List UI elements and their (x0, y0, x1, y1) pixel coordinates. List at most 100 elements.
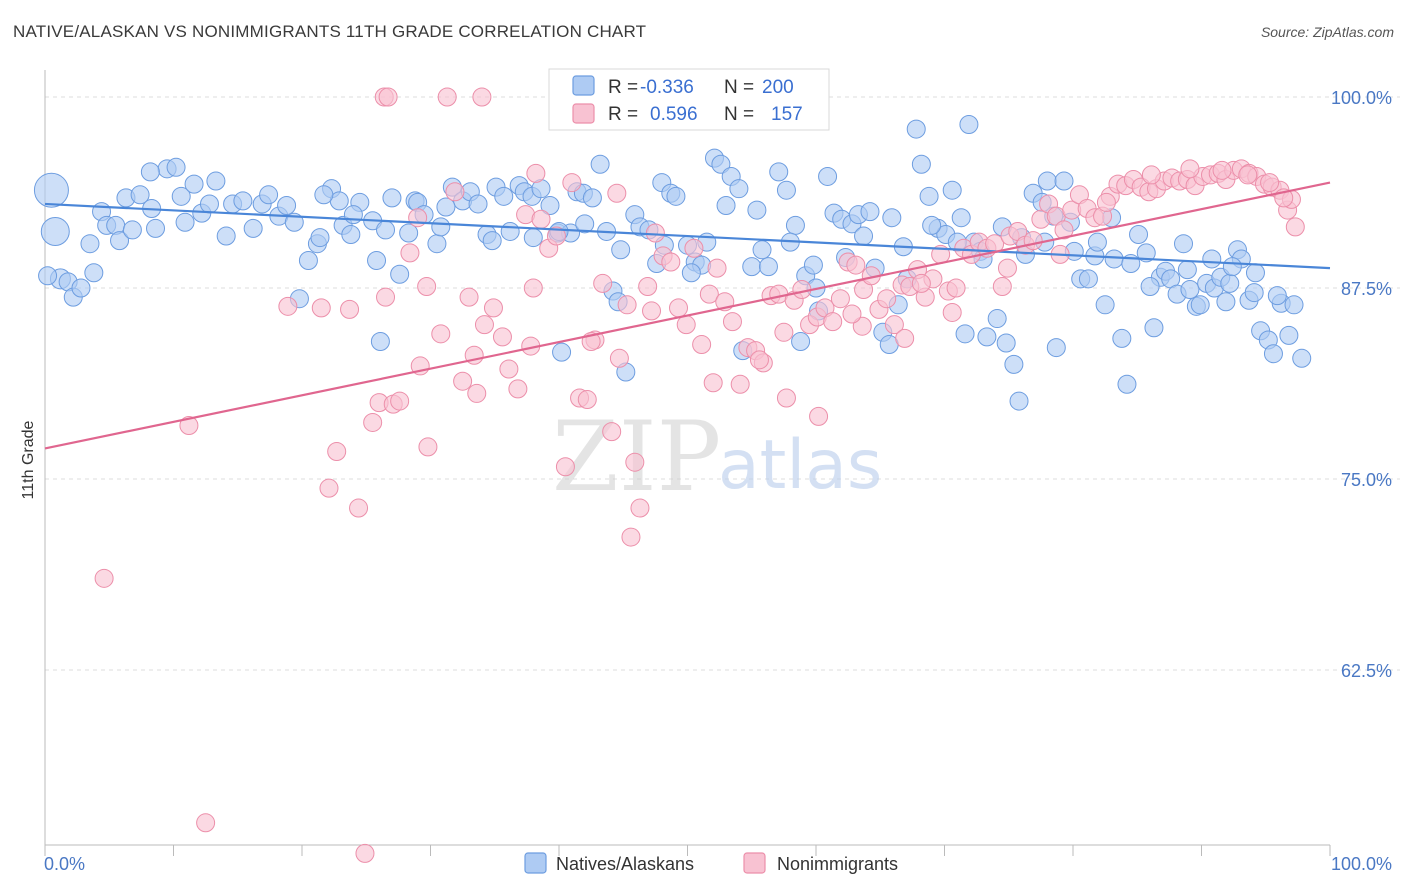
natives-point (243, 218, 263, 238)
nonimmigrants-point (911, 273, 931, 293)
nonimmigrants-point (946, 278, 966, 298)
nonimmigrants-point (499, 359, 519, 379)
natives-point (84, 263, 104, 283)
natives-point (71, 278, 91, 298)
y-tick-label-1: 75.0% (1341, 470, 1392, 490)
natives-point (140, 162, 160, 182)
nonimmigrants-point (474, 315, 494, 335)
bottom-legend-natives: Natives/Alaskans (556, 854, 694, 874)
natives-point (1004, 354, 1024, 374)
natives-point (1244, 283, 1264, 303)
nonimmigrants-point (349, 498, 369, 518)
legend-r-label-2: R = (608, 104, 638, 125)
natives-point (1279, 325, 1299, 345)
nonimmigrants-point (692, 335, 712, 355)
natives-point (742, 257, 762, 277)
nonimmigrants-point (327, 441, 347, 461)
nonimmigrants-points (94, 87, 1305, 863)
natives-point (1174, 234, 1194, 254)
legend-box (548, 68, 830, 131)
natives-point (80, 234, 100, 254)
natives-point (987, 309, 1007, 329)
nonimmigrants-point (390, 391, 410, 411)
natives-point (1140, 276, 1160, 296)
natives-point (367, 250, 387, 270)
bottom-legend-nonimmigrants: Nonimmigrants (777, 854, 898, 874)
nonimmigrants-point (453, 371, 473, 391)
natives-point (482, 231, 502, 251)
natives-point (1190, 295, 1210, 315)
natives-point (427, 234, 447, 254)
natives-point (376, 220, 396, 240)
natives-point (310, 228, 330, 248)
nonimmigrants-point (418, 437, 438, 457)
natives-point (314, 185, 334, 205)
natives-point (175, 212, 195, 232)
natives-point (666, 186, 686, 206)
nonimmigrants-point (523, 278, 543, 298)
natives-point (130, 185, 150, 205)
legend-n-nonimmigrants: 157 (771, 104, 803, 125)
nonimmigrants-point (1141, 165, 1161, 185)
natives-point (1292, 348, 1312, 368)
natives-point (906, 119, 926, 139)
nonimmigrants-point (607, 183, 627, 203)
natives-point (33, 172, 69, 208)
nonimmigrants-point (1212, 160, 1232, 180)
tick-labels: 62.5% 75.0% 87.5% 100.0% 0.0% 100.0% (44, 88, 1392, 874)
legend-swatch-nonimmigrants (572, 103, 595, 124)
natives-point (1202, 249, 1222, 269)
natives-point (747, 200, 767, 220)
natives-point (298, 250, 318, 270)
natives-point (959, 115, 979, 135)
natives-point (540, 195, 560, 215)
bottom-legend-swatch-natives (524, 852, 547, 874)
nonimmigrants-point (562, 173, 582, 193)
nonimmigrants-point (997, 258, 1017, 278)
nonimmigrants-point (630, 498, 650, 518)
y-tick-label-2: 87.5% (1341, 279, 1392, 299)
nonimmigrants-point (884, 315, 904, 335)
natives-point (854, 226, 874, 246)
natives-point (1046, 338, 1066, 358)
nonimmigrants-point (645, 223, 665, 243)
natives-point (436, 197, 456, 217)
natives-point (1177, 260, 1197, 280)
nonimmigrants-point (340, 299, 360, 319)
nonimmigrants-point (378, 87, 398, 107)
natives-point (818, 166, 838, 186)
nonimmigrants-point (472, 87, 492, 107)
natives-point (776, 180, 796, 200)
natives-point (803, 255, 823, 275)
natives-point (343, 205, 363, 225)
natives-point (284, 212, 304, 232)
nonimmigrants-point (809, 406, 829, 426)
natives-point (171, 186, 191, 206)
natives-point (122, 220, 142, 240)
natives-point (590, 154, 610, 174)
nonimmigrants-point (1260, 173, 1280, 193)
nonimmigrants-point (642, 301, 662, 321)
nonimmigrants-point (895, 328, 915, 348)
natives-point (341, 225, 361, 245)
legend-r-label: R = (608, 77, 638, 98)
nonimmigrants-point (699, 284, 719, 304)
natives-point (1216, 292, 1236, 312)
natives-point (494, 186, 514, 206)
nonimmigrants-point (774, 322, 794, 342)
nonimmigrants-point (508, 379, 528, 399)
natives-point (233, 191, 253, 211)
natives-point (752, 240, 772, 260)
natives-point (1117, 374, 1137, 394)
nonimmigrants-point (609, 348, 629, 368)
nonimmigrants-point (467, 383, 487, 403)
natives-point (769, 162, 789, 182)
natives-trend-line (44, 202, 1331, 270)
natives-point (996, 333, 1016, 353)
nonimmigrants-point (417, 276, 437, 296)
bottom-legend: Natives/Alaskans Nonimmigrants (524, 852, 898, 874)
nonimmigrants-point (676, 315, 696, 335)
natives-point (184, 174, 204, 194)
y-tick-label-0: 62.5% (1341, 661, 1392, 681)
natives-point (911, 154, 931, 174)
